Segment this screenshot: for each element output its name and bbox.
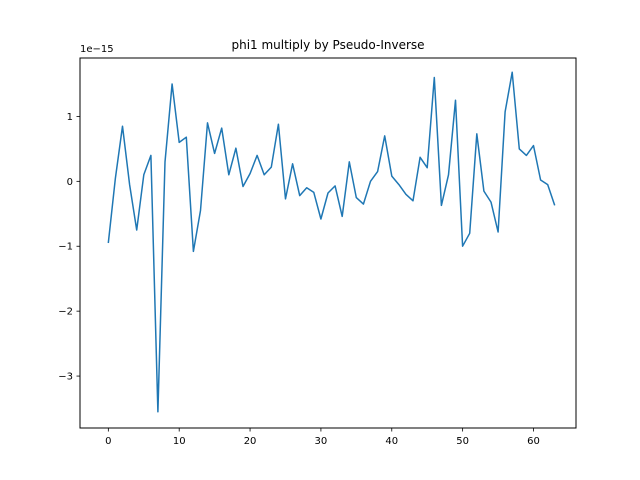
x-tick-label: 50 — [456, 436, 469, 447]
axes-frame — [79, 57, 577, 429]
y-tick-label: 0 — [67, 177, 73, 188]
y-tick-label: −2 — [58, 307, 73, 318]
series-line-0 — [107, 71, 556, 413]
x-tick-label: 20 — [244, 436, 257, 447]
x-tick-label: 30 — [315, 436, 328, 447]
plot-area — [107, 71, 556, 413]
axis-ticks: 0 10 20 30 40 50 60 −3 −2 −1 0 1 — [58, 112, 540, 447]
y-tick-label: −1 — [58, 242, 73, 253]
y-tick-label: 1 — [67, 112, 73, 123]
y-tick-label: −3 — [58, 372, 73, 383]
x-tick-label: 40 — [385, 436, 398, 447]
x-tick-label: 60 — [527, 436, 540, 447]
x-tick-label: 10 — [173, 436, 186, 447]
x-tick-label: 0 — [105, 436, 111, 447]
chart-title: phi1 multiply by Pseudo-Inverse — [231, 38, 424, 52]
y-offset-label: 1e−15 — [80, 44, 114, 55]
